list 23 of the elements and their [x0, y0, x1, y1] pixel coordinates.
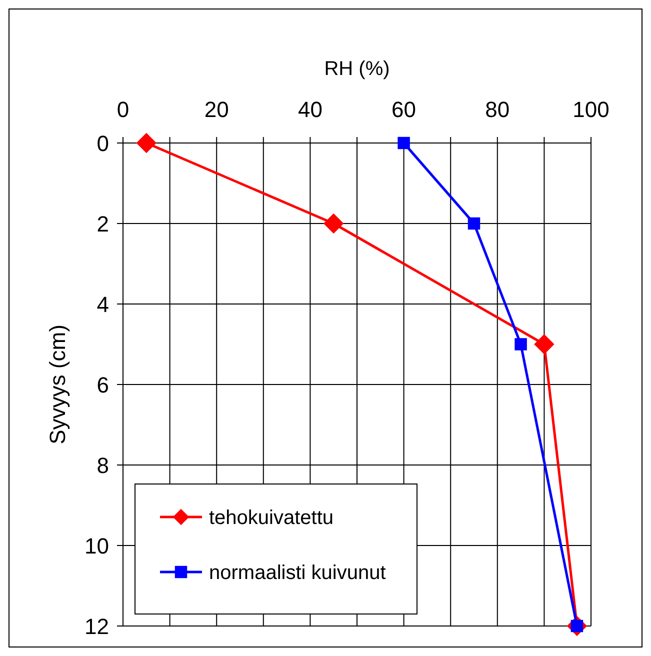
point: [136, 132, 156, 154]
x-tick-label: 60: [392, 97, 416, 122]
x-tick-label: 80: [485, 97, 510, 122]
y-tick-label: 8: [96, 453, 109, 478]
y-tick-label: 4: [96, 292, 109, 317]
y-axis-title: Syvyys (cm): [45, 324, 70, 444]
y-tick-label: 12: [84, 614, 109, 639]
y-tick-label: 0: [96, 131, 109, 156]
y-tick-label: 6: [96, 372, 109, 398]
legend-label: tehokuivatettu: [209, 507, 334, 529]
point: [534, 334, 554, 354]
y-tick-label: 10: [84, 534, 109, 558]
x-tick-label: 20: [204, 97, 229, 122]
point: [398, 136, 410, 150]
x-tick-label: 40: [298, 97, 322, 122]
x-tick-label: 100: [572, 97, 610, 122]
point: [468, 217, 480, 230]
x-tick-label: 0: [116, 97, 130, 122]
legend-label: normaalisti kuivunut: [209, 562, 386, 584]
y-tick-label: 2: [96, 212, 109, 236]
x-axis-title: RH (%): [324, 58, 390, 80]
point: [324, 213, 344, 234]
point: [514, 338, 527, 350]
